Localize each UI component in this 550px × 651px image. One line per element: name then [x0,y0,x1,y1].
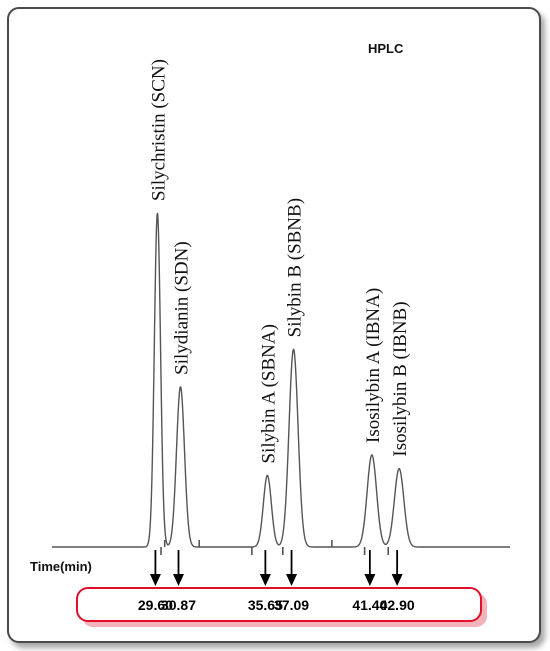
retention-box [76,587,482,622]
peak-label: Silybin B (SBNB) [285,198,306,337]
retention-time: 35.65 [248,597,283,613]
arrow-head [149,574,161,586]
hplc-annotation: HPLC [368,41,404,56]
retention-time: 30.87 [161,597,196,613]
figure-frame [7,7,541,643]
time-axis-label: Time(min) [30,559,92,574]
chromatogram-trace [52,212,510,548]
peak-label: Isosilybin A (IBNA) [363,288,384,443]
retention-time: 29.60 [138,597,173,613]
retention-time: 37.09 [274,597,309,613]
arrow-head [364,574,376,586]
peak-label: Isosilybin B (IBNB) [390,301,411,456]
arrow-head [259,574,271,586]
retention-time: 41.40 [352,597,387,613]
trace-layer [52,212,510,548]
peak-label: Silybin A (SBNA) [258,324,279,463]
retention-arrows [149,550,403,586]
peak-labels: Silychristin (SCN) Silydianin (SDN) Silybi… [148,59,411,463]
arrow-head [391,574,403,586]
retention-time: 42.90 [380,597,415,613]
peak-label: Silydianin (SDN) [171,241,192,375]
peak-label: Silychristin (SCN) [148,59,169,201]
arrow-head [172,574,184,586]
arrow-head [286,574,298,586]
baseline-ticks [160,540,390,555]
